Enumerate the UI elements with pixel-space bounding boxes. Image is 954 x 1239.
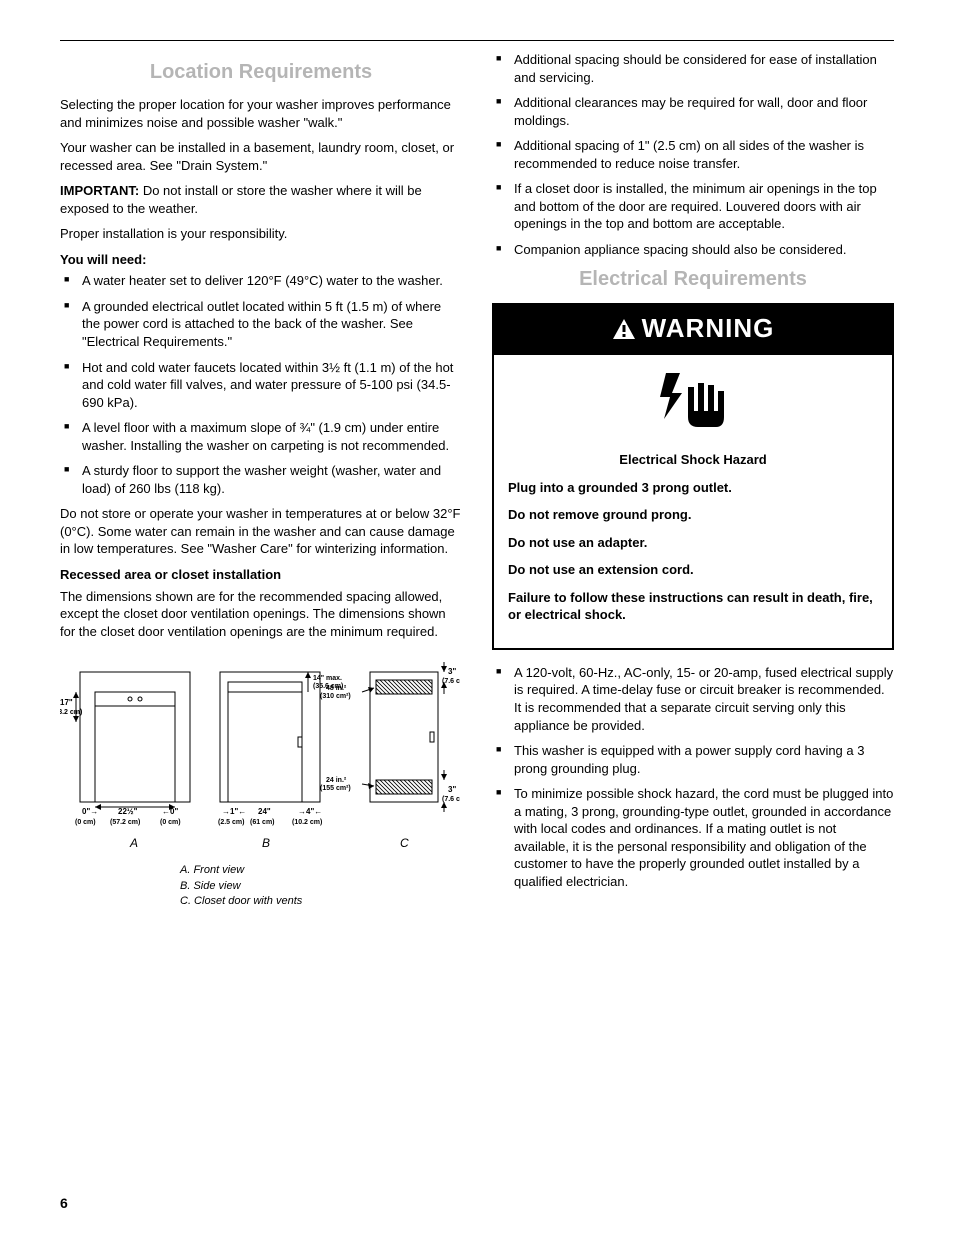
- dim-label: →1"←: [222, 807, 246, 816]
- dim-label: (10.2 cm): [292, 819, 322, 826]
- dim-label: (57.2 cm): [110, 819, 140, 826]
- warning-line: Failure to follow these instructions can…: [508, 589, 878, 624]
- warning-label: WARNING: [642, 311, 775, 346]
- additional-spacing-list: Additional spacing should be considered …: [492, 51, 894, 258]
- list-item: Additional spacing of 1" (2.5 cm) on all…: [492, 137, 894, 172]
- loc-important: IMPORTANT: Do not install or store the w…: [60, 182, 462, 217]
- list-item: If a closet door is installed, the minim…: [492, 180, 894, 233]
- list-item: Additional spacing should be considered …: [492, 51, 894, 86]
- needs-item: Hot and cold water faucets located withi…: [60, 359, 462, 412]
- needs-list: A water heater set to deliver 120°F (49°…: [60, 272, 462, 497]
- warning-line: Do not use an adapter.: [508, 534, 878, 552]
- recessed-heading: Recessed area or closet installation: [60, 566, 462, 584]
- legend-c: C. Closet door with vents: [180, 894, 462, 909]
- dim-label: (155 cm²): [320, 785, 351, 792]
- list-item: Additional clearances may be required fo…: [492, 94, 894, 129]
- dim-label: 3": [448, 785, 456, 794]
- diagram-svg: 17" (43.2 cm) 0"→ (0 cm) 22½" (57.2 cm) …: [60, 652, 460, 852]
- electrical-shock-icon: [658, 371, 728, 433]
- legend-b: B. Side view: [180, 879, 462, 894]
- recessed-text: The dimensions shown are for the recomme…: [60, 588, 462, 641]
- dim-label: (2.5 cm): [218, 819, 244, 826]
- dim-label: (0 cm): [75, 819, 96, 826]
- loc-p2: Your washer can be installed in a baseme…: [60, 139, 462, 174]
- loc-p4: Do not store or operate your washer in t…: [60, 505, 462, 558]
- diagram-letter: B: [262, 836, 270, 850]
- dim-label: 24": [258, 807, 271, 816]
- warning-line: Do not use an extension cord.: [508, 561, 878, 579]
- warning-line: Plug into a grounded 3 prong outlet.: [508, 479, 878, 497]
- electrical-requirements-heading: Electrical Requirements: [492, 266, 894, 293]
- location-requirements-heading: Location Requirements: [60, 59, 462, 86]
- dim-label: 0"→: [82, 807, 98, 816]
- dim-label: (310 cm²): [320, 693, 351, 700]
- list-item: Companion appliance spacing should also …: [492, 241, 894, 259]
- warning-box: WARNING Electrical Shock Hazard Plug int…: [492, 303, 894, 649]
- dim-label: (0 cm): [160, 819, 181, 826]
- installation-diagram: 17" (43.2 cm) 0"→ (0 cm) 22½" (57.2 cm) …: [60, 652, 462, 909]
- top-rule: [60, 40, 894, 41]
- hazard-title: Electrical Shock Hazard: [508, 451, 878, 469]
- loc-p1: Selecting the proper location for your w…: [60, 96, 462, 131]
- page-number: 6: [60, 1194, 68, 1213]
- dim-label: (61 cm): [250, 819, 275, 826]
- warning-triangle-icon: [612, 318, 636, 340]
- needs-item: A water heater set to deliver 120°F (49°…: [60, 272, 462, 290]
- dim-label: 24 in.²: [326, 777, 347, 784]
- right-column: Additional spacing should be considered …: [492, 51, 894, 910]
- dim-label: →4"←: [298, 807, 322, 816]
- dim-label: (7.6 cm): [442, 678, 460, 685]
- list-item: To minimize possible shock hazard, the c…: [492, 785, 894, 890]
- dim-label: 3": [448, 667, 456, 676]
- dim-label: 48 in.²: [326, 685, 347, 692]
- diagram-legend: A. Front view B. Side view C. Closet doo…: [180, 863, 462, 910]
- warning-body: Electrical Shock Hazard Plug into a grou…: [494, 355, 892, 648]
- needs-item: A sturdy floor to support the washer wei…: [60, 462, 462, 497]
- shock-icon-wrap: [508, 371, 878, 438]
- list-item: This washer is equipped with a power sup…: [492, 742, 894, 777]
- dim-label: (7.6 cm): [442, 796, 460, 803]
- list-item: A 120-volt, 60-Hz., AC-only, 15- or 20-a…: [492, 664, 894, 734]
- needs-item: A grounded electrical outlet located wit…: [60, 298, 462, 351]
- left-column: Location Requirements Selecting the prop…: [60, 51, 462, 910]
- warning-header: WARNING: [494, 305, 892, 354]
- dim-label: 17": [60, 698, 73, 707]
- dim-label: 14" max.: [313, 675, 342, 682]
- needs-item: A level floor with a maximum slope of ¾"…: [60, 419, 462, 454]
- warning-line: Do not remove ground prong.: [508, 506, 878, 524]
- diagram-letter: C: [400, 836, 409, 850]
- two-column-layout: Location Requirements Selecting the prop…: [60, 51, 894, 910]
- dim-label: 22½": [118, 807, 138, 816]
- you-will-need-label: You will need:: [60, 251, 462, 269]
- dim-label: (43.2 cm): [60, 709, 82, 716]
- important-label: IMPORTANT:: [60, 183, 139, 198]
- loc-p3: Proper installation is your responsibili…: [60, 225, 462, 243]
- diagram-letter: A: [129, 836, 138, 850]
- electrical-list: A 120-volt, 60-Hz., AC-only, 15- or 20-a…: [492, 664, 894, 891]
- legend-a: A. Front view: [180, 863, 462, 878]
